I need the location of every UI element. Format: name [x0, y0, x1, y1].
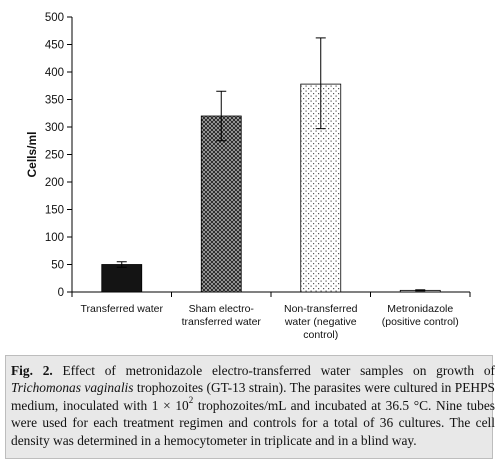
category-label: Sham electro-	[189, 303, 255, 315]
caption-species: Trichomonas vaginalis	[11, 380, 134, 396]
category-label: Transferred water	[81, 303, 164, 315]
y-tick-label: 200	[45, 177, 64, 189]
y-tick-label: 350	[45, 95, 64, 107]
bar	[101, 264, 143, 293]
y-tick-label: 400	[45, 67, 64, 79]
bars	[101, 83, 441, 293]
bar	[200, 115, 242, 293]
caption-background	[5, 355, 493, 459]
caption-text-3: trophozoites/mL and incubated at 36.5 °C…	[11, 397, 495, 448]
y-tick-label: 250	[45, 150, 64, 162]
category-label: transferred water	[182, 316, 262, 328]
y-tick-label: 0	[58, 287, 64, 299]
y-tick-label: 100	[45, 232, 64, 244]
x-axis	[71, 291, 471, 297]
category-label: Non-transferred	[284, 303, 358, 315]
error-bars	[116, 37, 426, 292]
bar-chart: 0 50 100 150 200 250 300 350 400 450 500 Transferr…	[25, 12, 471, 341]
figure-caption: Fig. 2. Effect of metronidazole electro-…	[11, 362, 495, 449]
category-label: water (negative	[284, 316, 357, 328]
category-label: (positive control)	[382, 316, 459, 328]
y-tick-label: 50	[51, 260, 64, 272]
category-labels: Transferred water Sham electro-transferre…	[81, 303, 459, 341]
y-axis: 0 50 100 150 200 250 300 350 400 450 500	[45, 12, 73, 299]
y-tick-label: 450	[45, 40, 64, 52]
caption-text-1: Effect of metronidazole electro-transfer…	[52, 363, 496, 378]
category-label: Metronidazole	[387, 303, 453, 315]
figure-label: Fig. 2.	[11, 363, 53, 378]
y-tick-label: 300	[45, 122, 64, 134]
category-label: control)	[303, 329, 338, 341]
caption-exponent: 2	[188, 395, 194, 406]
caption-text-2: trophozoites (GT-13 strain). The parasit…	[11, 380, 496, 413]
y-tick-label: 500	[45, 12, 64, 24]
y-tick-label: 150	[45, 205, 64, 217]
y-axis-title: Cells/ml	[25, 131, 39, 177]
